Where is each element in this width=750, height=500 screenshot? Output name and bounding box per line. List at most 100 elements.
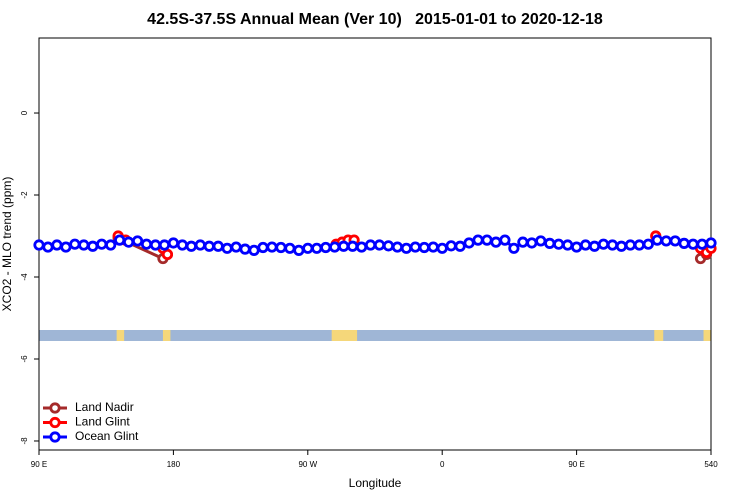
data-point	[364, 239, 377, 251]
data-point	[60, 241, 72, 253]
data-point	[624, 239, 636, 251]
data-point	[114, 234, 126, 246]
data-point	[705, 237, 717, 249]
data-point	[221, 242, 233, 254]
legend-marker	[49, 416, 61, 429]
data-point	[669, 235, 681, 247]
legend-marker	[49, 402, 61, 414]
data-point	[302, 242, 314, 254]
data-point	[535, 235, 547, 247]
x-tick-label: 540	[704, 460, 718, 469]
data-point	[660, 235, 672, 247]
land-region	[331, 330, 358, 341]
data-point	[427, 241, 439, 253]
data-point	[78, 239, 90, 251]
data-point	[409, 241, 421, 253]
data-point	[203, 240, 215, 252]
x-tick-label: 0	[440, 460, 445, 469]
data-point	[382, 240, 395, 252]
data-point	[123, 236, 135, 248]
data-point	[149, 239, 162, 251]
data-point	[570, 241, 583, 253]
y-tick-label: -2	[20, 191, 29, 199]
data-point	[696, 238, 708, 250]
data-point	[472, 234, 484, 246]
data-point	[158, 239, 171, 251]
data-point	[87, 240, 99, 252]
y-axis-label: XCO2 - MLO trend (ppm)	[0, 177, 14, 312]
data-point	[275, 241, 287, 254]
data-point	[508, 242, 520, 254]
data-point	[651, 234, 663, 246]
data-point	[329, 241, 341, 253]
data-point	[131, 235, 144, 247]
data-point	[51, 239, 63, 251]
data-point	[96, 238, 108, 250]
data-point	[391, 241, 403, 253]
data-point	[526, 237, 538, 249]
data-point	[167, 237, 179, 249]
data-point	[499, 234, 511, 246]
y-tick-label: 0	[20, 110, 29, 115]
data-point	[436, 242, 448, 254]
data-point	[633, 239, 645, 251]
y-tick-label: -6	[20, 355, 29, 363]
x-tick-label: 180	[167, 460, 181, 469]
data-point	[346, 240, 359, 252]
data-point	[579, 239, 592, 251]
x-tick-label: 90 E	[568, 460, 584, 469]
data-point	[400, 242, 412, 254]
x-axis-label: Longitude	[349, 476, 402, 490]
chart-title: 42.5S-37.5S Annual Mean (Ver 10) 2015-01…	[147, 11, 603, 28]
x-tick-label: 90 W	[298, 460, 317, 469]
data-point	[418, 241, 430, 254]
data-point	[248, 244, 260, 256]
data-point	[463, 237, 475, 249]
data-point	[284, 242, 296, 254]
data-point	[562, 239, 574, 251]
legend-label: Land Nadir	[75, 400, 134, 414]
data-point	[42, 241, 54, 253]
data-point	[105, 239, 117, 251]
land-region	[654, 330, 664, 341]
data-point	[490, 236, 502, 248]
data-point	[33, 239, 45, 251]
data-point	[553, 238, 565, 250]
data-point	[454, 240, 466, 252]
legend-label: Ocean Glint	[75, 429, 139, 443]
data-point	[266, 241, 278, 253]
data-point	[176, 239, 188, 251]
data-point	[338, 240, 350, 252]
data-point	[293, 244, 305, 256]
x-tick-label: 90 E	[31, 460, 47, 469]
data-point	[517, 236, 529, 248]
data-point	[606, 239, 619, 251]
data-point	[257, 241, 269, 254]
data-point	[678, 237, 690, 249]
data-point	[140, 238, 153, 250]
land-region	[703, 330, 711, 341]
data-point	[311, 242, 323, 254]
data-point	[239, 243, 251, 255]
data-point	[445, 240, 457, 252]
data-point	[642, 238, 654, 250]
data-point	[161, 248, 174, 261]
legend-label: Land Glint	[75, 415, 130, 429]
land-region	[116, 330, 125, 341]
legend-marker	[49, 431, 61, 443]
y-tick-label: -4	[20, 273, 29, 281]
data-point	[687, 238, 699, 250]
data-point	[544, 237, 556, 249]
data-point	[185, 240, 197, 252]
data-point	[373, 239, 386, 251]
data-point	[212, 240, 224, 252]
data-point	[230, 241, 242, 253]
ocean-band	[39, 330, 711, 341]
data-point	[69, 238, 81, 250]
data-point	[481, 234, 493, 246]
data-point	[597, 238, 610, 250]
y-tick-label: -8	[20, 437, 29, 445]
data-point	[588, 240, 601, 252]
data-point	[355, 241, 368, 253]
